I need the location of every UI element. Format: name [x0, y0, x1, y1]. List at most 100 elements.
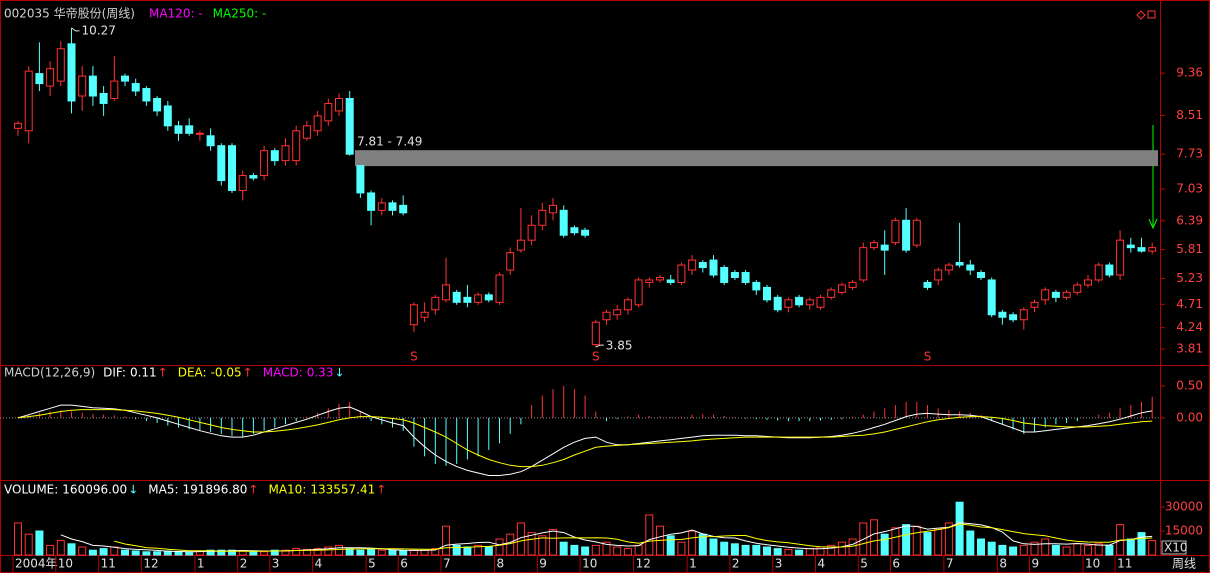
volume-bar — [944, 522, 953, 556]
candle-body — [377, 202, 386, 211]
volume-bar — [110, 546, 119, 556]
volume-bar — [249, 551, 258, 556]
candle-body — [1062, 291, 1071, 298]
candle-body — [56, 48, 65, 82]
volume-bar — [955, 501, 964, 556]
volume-bar — [934, 528, 943, 556]
legend-value: -0.05 — [211, 366, 242, 380]
legend-arrow: ↑ — [376, 483, 386, 497]
volume-bar — [1019, 544, 1028, 556]
x-tick-label: 11 — [101, 557, 116, 571]
candle-body — [763, 286, 771, 301]
volume-bar — [367, 548, 376, 556]
event-marker: S — [410, 350, 418, 364]
candle-body — [228, 145, 236, 191]
candle-body — [217, 145, 226, 182]
volume-bar — [591, 544, 600, 556]
x-tick-label: 3 — [272, 557, 280, 571]
y-tick-label: 15000 — [1165, 524, 1203, 538]
candle-body — [570, 227, 579, 234]
arrow-head — [1148, 218, 1158, 230]
candle-body — [634, 279, 643, 306]
candle-body — [442, 284, 450, 301]
candle-body — [613, 309, 622, 316]
candle-body — [14, 122, 22, 129]
leader-line — [595, 344, 604, 348]
candle-body — [977, 271, 985, 278]
candle-body — [345, 97, 354, 155]
volume-bar — [388, 549, 397, 556]
macd-line — [17, 409, 1153, 468]
volume-bar — [966, 530, 975, 556]
candle-body — [431, 296, 440, 311]
legend-value: 0.11 — [130, 366, 157, 380]
candle-body — [1094, 264, 1103, 281]
candle-body — [281, 145, 290, 162]
candle-body — [848, 281, 857, 288]
volume-bar — [902, 524, 911, 556]
volume-bar — [270, 549, 279, 556]
candle-body — [163, 105, 172, 127]
candle-body — [1148, 247, 1157, 252]
x-tick-label: 10 — [58, 557, 73, 571]
volume-bar — [634, 544, 643, 556]
restore-icon[interactable] — [1147, 10, 1156, 19]
candle-body — [870, 242, 878, 249]
volume-bar — [78, 546, 87, 556]
volume-bar — [538, 535, 547, 556]
volume-bar — [570, 544, 579, 556]
x-tick-label: 7 — [443, 557, 451, 571]
volume-bar — [752, 544, 761, 556]
candle-body — [142, 88, 151, 102]
signal-arrow — [1148, 125, 1158, 230]
volume-bar — [559, 541, 568, 556]
volume-bar — [56, 540, 65, 556]
volume-bar — [763, 546, 771, 556]
candle-body — [131, 83, 140, 92]
price-zone — [355, 150, 1158, 167]
legend-name: MACD: — [263, 366, 303, 380]
volume-bar — [827, 544, 836, 556]
volume-bar — [912, 525, 921, 556]
volume-bar — [795, 549, 804, 556]
volume-bar — [46, 544, 55, 556]
candle-body — [987, 279, 996, 316]
volume-bar — [228, 549, 236, 556]
x-tick-label: 2 — [732, 557, 740, 571]
candle-body — [527, 224, 536, 241]
candle-body — [955, 262, 964, 266]
legend-name: DIF: — [103, 366, 126, 380]
candle-body — [1009, 314, 1018, 321]
x-tick-label: 8 — [497, 557, 505, 571]
volume-bar — [720, 541, 729, 556]
diamond-icon[interactable] — [1136, 10, 1146, 20]
candle-body — [602, 311, 611, 321]
leader-line — [71, 27, 80, 32]
legend-arrow: ↑ — [243, 366, 253, 380]
volume-bar — [549, 528, 557, 556]
volume-bar — [1105, 544, 1114, 556]
volume-bar — [409, 549, 418, 556]
volume-bar — [677, 541, 686, 556]
candle-body — [1116, 239, 1125, 276]
volume-bar — [870, 519, 878, 556]
volume-bar — [1148, 540, 1157, 556]
y-tick-label: 5.23 — [1176, 271, 1203, 285]
y-tick-label: 4.71 — [1176, 297, 1203, 311]
legend-name: MA10: — [268, 483, 306, 497]
volume-bar — [623, 548, 632, 556]
volume-bar — [784, 548, 793, 556]
volume-bar — [24, 533, 33, 556]
legend-value: 0.33 — [307, 366, 334, 380]
volume-bar — [709, 538, 718, 556]
candle-body — [581, 229, 590, 236]
volume-bar — [217, 549, 226, 556]
legend-value: 191896.80 — [183, 483, 248, 497]
x-tick-label: 9 — [539, 557, 547, 571]
y-tick-label: 0.00 — [1176, 410, 1203, 424]
candle-body — [195, 132, 204, 135]
candle-body — [880, 244, 889, 251]
volume-bar — [356, 549, 365, 556]
candle-body — [688, 259, 697, 271]
volume-bar — [335, 544, 343, 556]
